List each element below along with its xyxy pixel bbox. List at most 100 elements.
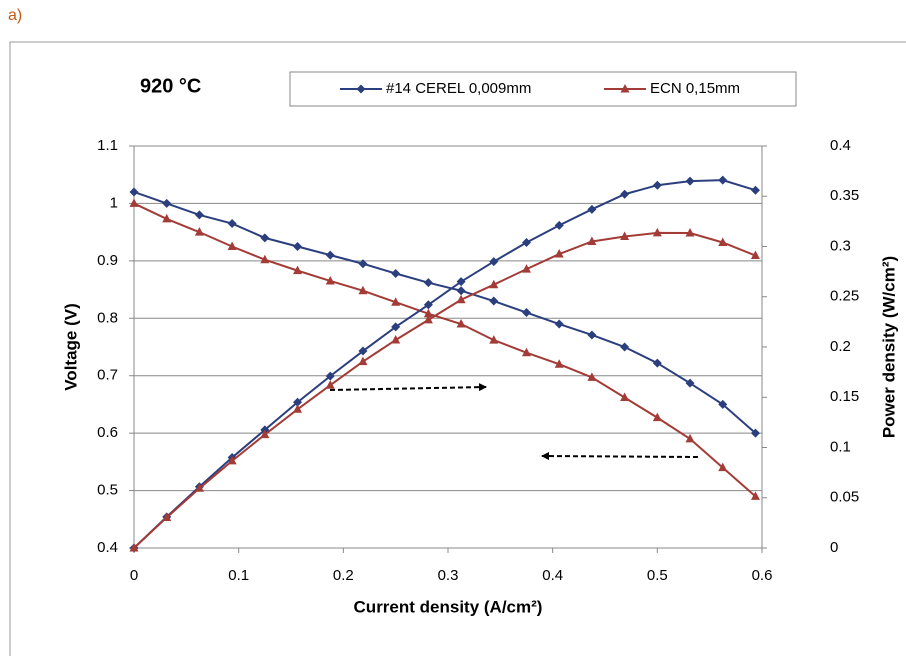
point [522,264,531,273]
y-tick-label: 0.5 [97,482,118,499]
point [358,259,368,269]
y-tick-label: 0.8 [97,309,118,326]
point [652,412,662,422]
legend-marker [620,84,630,93]
point [620,189,630,199]
y2-axis-title: Power density (W/cm²) [879,256,898,438]
point [718,462,728,472]
y2-tick-label: 0.2 [830,338,851,355]
point [718,237,728,246]
point [325,250,335,260]
point [750,491,760,500]
y2-tick-label: 0.4 [830,137,851,154]
y-tick-label: 1.1 [97,137,118,154]
point [423,308,433,318]
y2-tick-label: 0.1 [830,438,851,455]
point [325,275,335,285]
y2-tick-label: 0.15 [830,388,859,405]
point [194,210,204,220]
x-tick-label: 0.2 [333,567,354,584]
point [423,278,433,288]
point [358,285,368,295]
point [620,231,630,240]
point [620,392,630,402]
point [750,250,760,260]
legend-label: #14 CEREL 0,009mm [386,80,531,97]
point [522,237,531,247]
y2-tick-label: 0.25 [830,288,859,305]
point [423,314,433,324]
point [587,330,597,340]
point [129,187,139,197]
point [260,429,270,439]
y-tick-label: 1 [110,194,118,211]
point [391,334,401,344]
point [652,358,662,368]
point [587,236,597,245]
point [456,294,466,304]
point [652,180,662,190]
point [685,433,695,443]
arrow [329,383,487,392]
y2-tick-label: 0.05 [830,489,859,506]
x-tick-label: 0.5 [647,567,668,584]
point [489,257,499,267]
point [293,265,303,275]
point [162,198,172,208]
point [227,219,237,229]
point [522,308,531,318]
point [587,204,597,214]
point [685,378,695,388]
point [620,342,630,352]
series-line [133,190,757,434]
y-tick-label: 0.7 [97,367,118,384]
point [718,175,728,185]
point [293,242,303,251]
chart-title: 920 °C [140,75,201,97]
point [194,483,204,492]
point [325,371,335,381]
point [391,268,401,278]
point [456,319,466,328]
y-tick-label: 0.4 [97,539,118,556]
point [554,249,564,258]
frame [9,41,906,656]
y2-tick-label: 0.3 [830,237,851,254]
point [227,455,237,465]
y-tick-label: 0.6 [97,424,118,441]
point [489,335,499,344]
point [652,227,662,237]
point [358,356,368,366]
point [718,399,728,409]
arrow [541,452,699,461]
point [129,198,139,207]
point [750,185,760,195]
x-tick-label: 0.1 [228,567,249,584]
point [260,254,270,264]
point [391,322,401,332]
point [489,296,499,306]
point [522,347,531,357]
point [260,233,270,243]
point [129,543,139,552]
point [489,279,499,289]
point [423,300,433,310]
point [685,228,695,237]
point [391,297,401,306]
point [194,227,204,236]
x-axis-title: Current density (A/cm²) [354,597,543,616]
point [293,404,303,413]
panel-label: a) [8,7,22,24]
point [456,277,466,287]
series-line [133,179,756,549]
point [587,372,597,381]
point [227,241,237,250]
point [293,397,303,407]
legend-box [289,71,797,107]
point [162,512,172,521]
legend-label: ECN 0,15mm [650,80,740,97]
point [162,213,172,223]
series-line [133,202,757,498]
